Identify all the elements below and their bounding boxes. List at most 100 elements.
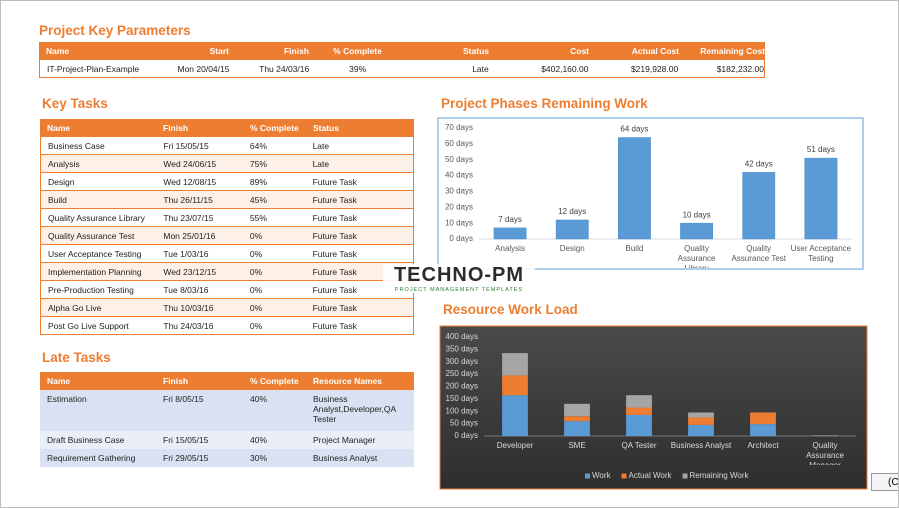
table-cell: 75% <box>249 158 267 169</box>
table-cell: Wed 23/12/15 <box>163 266 217 277</box>
bar-segment <box>688 412 714 418</box>
x-tick-label: Design <box>559 244 585 253</box>
table-cell: Project Manager <box>313 435 376 445</box>
header-cell: Cost <box>570 46 589 56</box>
header-cell: % Complete <box>333 46 382 56</box>
table-cell: Thu 26/11/15 <box>163 194 213 205</box>
table-cell: $219,928.00 <box>630 63 679 74</box>
table-row: Design Wed 12/08/15 89% Future Task <box>40 173 414 191</box>
table-cell: 0% <box>249 284 263 295</box>
table-row: Analysis Wed 24/06/15 75% Late <box>40 155 414 173</box>
table-cell: Late <box>312 158 330 169</box>
y-tick-label: 100 days <box>446 406 478 415</box>
table: Name Finish % Complete Resource Names Estima… <box>40 372 414 467</box>
table-row: Estimation Fri 8/05/15 40% Business Analyst… <box>40 390 414 431</box>
table-cell: Late <box>472 63 489 74</box>
x-tick-label-box: Analysis <box>495 244 525 253</box>
x-tick-label: Business Analyst <box>670 441 732 450</box>
data-label: 51 days <box>807 145 835 154</box>
legend-swatch <box>682 473 688 479</box>
table-row: Build Thu 26/11/15 45% Future Task <box>40 191 414 209</box>
x-tick-label-box: Architect <box>747 441 779 450</box>
bar <box>493 227 527 240</box>
table-cell: 30% <box>250 453 268 463</box>
y-tick-label: 50 days <box>450 419 478 428</box>
table-row: Implementation Planning Wed 23/12/15 0% Fut… <box>40 263 414 281</box>
table: Name Finish % Complete Status Business Case F… <box>40 119 414 335</box>
table-cell: Quality Assurance Library <box>48 212 145 223</box>
data-label: 42 days <box>745 160 773 169</box>
table-cell: Alpha Go Live <box>48 302 102 313</box>
table-cell: Fri 15/05/15 <box>163 140 209 151</box>
bar-segment <box>750 424 776 436</box>
section-title: Project Key Parameters <box>39 23 191 38</box>
table-cell: Future Task <box>312 320 357 331</box>
y-tick-label: 400 days <box>446 332 478 341</box>
legend-label: Work <box>592 471 612 480</box>
table-cell: Post Go Live Support <box>48 320 129 331</box>
table-cell: Wed 24/06/15 <box>163 158 217 169</box>
bar-segment <box>564 421 590 436</box>
x-tick-label-box: Quality Assurance Manager <box>806 441 844 465</box>
x-tick-label-box: Quality Assurance Test <box>731 244 786 263</box>
table-cell: Draft Business Case <box>47 435 125 445</box>
table-cell: 0% <box>249 320 263 331</box>
table-cell: Future Task <box>312 194 357 205</box>
table-cell: 89% <box>249 176 267 187</box>
paste-options-button[interactable]: (C <box>871 473 898 491</box>
table-cell: Business Analyst,Developer,QA Tester <box>313 394 396 424</box>
y-tick-label: 0 days <box>449 234 473 243</box>
table-cell: 40% <box>250 435 268 445</box>
x-tick-label: Analysis <box>495 244 525 253</box>
table-cell: Future Task <box>312 284 357 295</box>
header-cell: Start <box>209 46 229 56</box>
header-cell: Resource Names <box>313 376 382 386</box>
bar-segment <box>564 403 590 417</box>
bar-segment <box>688 424 714 436</box>
x-tick-label-box: User Acceptance Testing <box>791 244 851 263</box>
header-cell: Name <box>46 46 70 56</box>
table-cell: Business Case <box>48 140 105 151</box>
data-label: 64 days <box>620 125 648 134</box>
table-cell: Quality Assurance Test <box>48 230 135 241</box>
header-cell: Finish <box>163 123 189 133</box>
y-tick-label: 50 days <box>445 155 473 164</box>
table-cell: Build <box>48 194 67 205</box>
x-tick-label: Quality Assurance Library <box>677 244 716 268</box>
table-cell: 45% <box>249 194 267 205</box>
header-cell: Actual Cost <box>631 46 679 56</box>
table-cell: 55% <box>249 212 267 223</box>
bar <box>555 219 589 240</box>
table-row: User Acceptance Testing Tue 1/03/16 0% Futu… <box>40 245 414 263</box>
y-tick-label: 150 days <box>446 394 478 403</box>
bar <box>804 157 838 240</box>
watermark: TECHNO-PM PROJECT MANAGEMENT TEMPLATES <box>383 264 535 293</box>
table-cell: 40% <box>250 394 268 404</box>
table-cell: Thu 23/07/15 <box>163 212 214 223</box>
y-tick-label: 70 days <box>445 123 473 132</box>
table-cell: Design <box>48 176 75 187</box>
table-cell: Fri 29/05/15 <box>163 453 209 463</box>
table-cell: 0% <box>249 302 263 313</box>
x-tick-label-box: Build <box>626 244 644 253</box>
table-cell: Late <box>312 140 330 151</box>
header-cell: Name <box>47 376 71 386</box>
header-row: Name Finish % Complete Resource Names <box>40 372 414 390</box>
table-cell: Business Analyst <box>313 453 378 463</box>
header-cell: % Complete <box>250 123 299 133</box>
x-tick-label: Architect <box>747 441 779 450</box>
bar-segment <box>626 395 652 408</box>
bar <box>742 172 776 240</box>
y-tick-label: 40 days <box>445 171 473 180</box>
bar-segment <box>502 395 528 436</box>
table-cell: Future Task <box>312 212 357 223</box>
table-cell: Mon 25/01/16 <box>163 230 216 241</box>
table-cell: IT-Project-Plan-Example <box>47 63 140 74</box>
table-cell: User Acceptance Testing <box>48 248 142 259</box>
table-cell: Pre-Production Testing <box>48 284 134 295</box>
table-cell: Implementation Planning <box>48 266 142 277</box>
table-cell: 64% <box>249 140 267 151</box>
x-tick-label-box: Quality Assurance Library <box>677 244 716 268</box>
table-row: Post Go Live Support Thu 24/03/16 0% Future… <box>40 317 414 335</box>
